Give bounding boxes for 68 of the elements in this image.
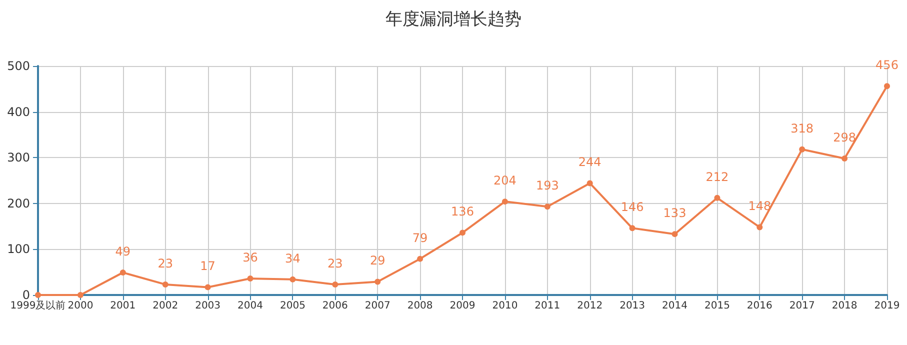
point bbox=[374, 278, 381, 285]
x-tick-label: 2014 bbox=[662, 300, 688, 312]
x-tick-label: 2004 bbox=[238, 300, 263, 312]
point bbox=[714, 194, 720, 201]
data-label: 23 bbox=[158, 256, 173, 270]
x-tick-label: 2003 bbox=[195, 300, 221, 312]
point bbox=[672, 231, 678, 238]
point bbox=[799, 146, 806, 152]
point bbox=[417, 256, 424, 262]
point bbox=[502, 198, 508, 205]
x-tick-label: 1999及以前 bbox=[10, 300, 66, 312]
data-label: 17 bbox=[200, 259, 216, 274]
data-label: 49 bbox=[115, 244, 131, 259]
x-tick-label: 2019 bbox=[874, 300, 900, 312]
point bbox=[247, 276, 254, 282]
x-tick-label: 2008 bbox=[407, 300, 433, 312]
x-tick-label: 2016 bbox=[746, 300, 772, 312]
data-label: 298 bbox=[833, 130, 856, 145]
y-tick-label: 0 bbox=[22, 288, 30, 302]
point bbox=[586, 180, 593, 186]
data-label: 456 bbox=[876, 58, 898, 72]
point bbox=[35, 292, 41, 298]
x-tick-label: 2006 bbox=[322, 300, 348, 312]
point bbox=[332, 281, 338, 288]
data-label: 23 bbox=[328, 256, 343, 270]
point bbox=[120, 270, 126, 276]
point bbox=[162, 281, 168, 288]
data-label: 29 bbox=[370, 254, 386, 268]
x-tick-label: 2013 bbox=[620, 300, 646, 312]
data-label: 318 bbox=[790, 121, 814, 136]
data-label: 212 bbox=[706, 170, 729, 184]
x-tick-label: 2005 bbox=[280, 300, 306, 312]
point bbox=[842, 156, 848, 162]
x-tick-label: 2007 bbox=[364, 300, 390, 312]
data-label: 148 bbox=[748, 199, 772, 214]
y-tick-label: 500 bbox=[7, 59, 30, 73]
y-tick-label: 200 bbox=[7, 196, 30, 210]
x-tick-label: 2009 bbox=[450, 300, 476, 312]
x-tick-label: 2011 bbox=[534, 300, 560, 312]
point bbox=[544, 204, 550, 210]
y-tick-label: 400 bbox=[7, 104, 30, 119]
data-label: 34 bbox=[285, 251, 300, 266]
point bbox=[204, 284, 211, 290]
point bbox=[884, 83, 890, 90]
x-tick-label: 2012 bbox=[577, 300, 603, 312]
data-label: 244 bbox=[578, 155, 602, 170]
x-tick-label: 2017 bbox=[789, 300, 815, 312]
point bbox=[290, 276, 296, 282]
x-tick-label: 2002 bbox=[152, 300, 178, 312]
chart-title: 年度漏洞增长趋势 bbox=[386, 10, 522, 30]
point bbox=[460, 230, 466, 236]
data-label: 36 bbox=[242, 250, 258, 265]
x-tick-label: 2001 bbox=[110, 300, 136, 312]
data-label: 136 bbox=[451, 204, 474, 219]
point bbox=[629, 225, 636, 232]
data-label: 193 bbox=[536, 178, 559, 193]
x-tick-label: 2000 bbox=[68, 300, 94, 312]
x-tick-label: 2015 bbox=[704, 300, 730, 312]
data-label: 204 bbox=[493, 174, 516, 188]
x-tick-label: 2018 bbox=[832, 300, 858, 312]
point bbox=[756, 224, 763, 230]
point bbox=[77, 292, 84, 298]
data-label: 146 bbox=[620, 200, 644, 214]
x-tick-label: 2010 bbox=[492, 300, 518, 312]
y-tick-label: 100 bbox=[7, 242, 30, 256]
y-tick-label: 300 bbox=[7, 150, 30, 165]
data-label: 79 bbox=[412, 230, 428, 245]
data-label: 133 bbox=[663, 206, 686, 220]
